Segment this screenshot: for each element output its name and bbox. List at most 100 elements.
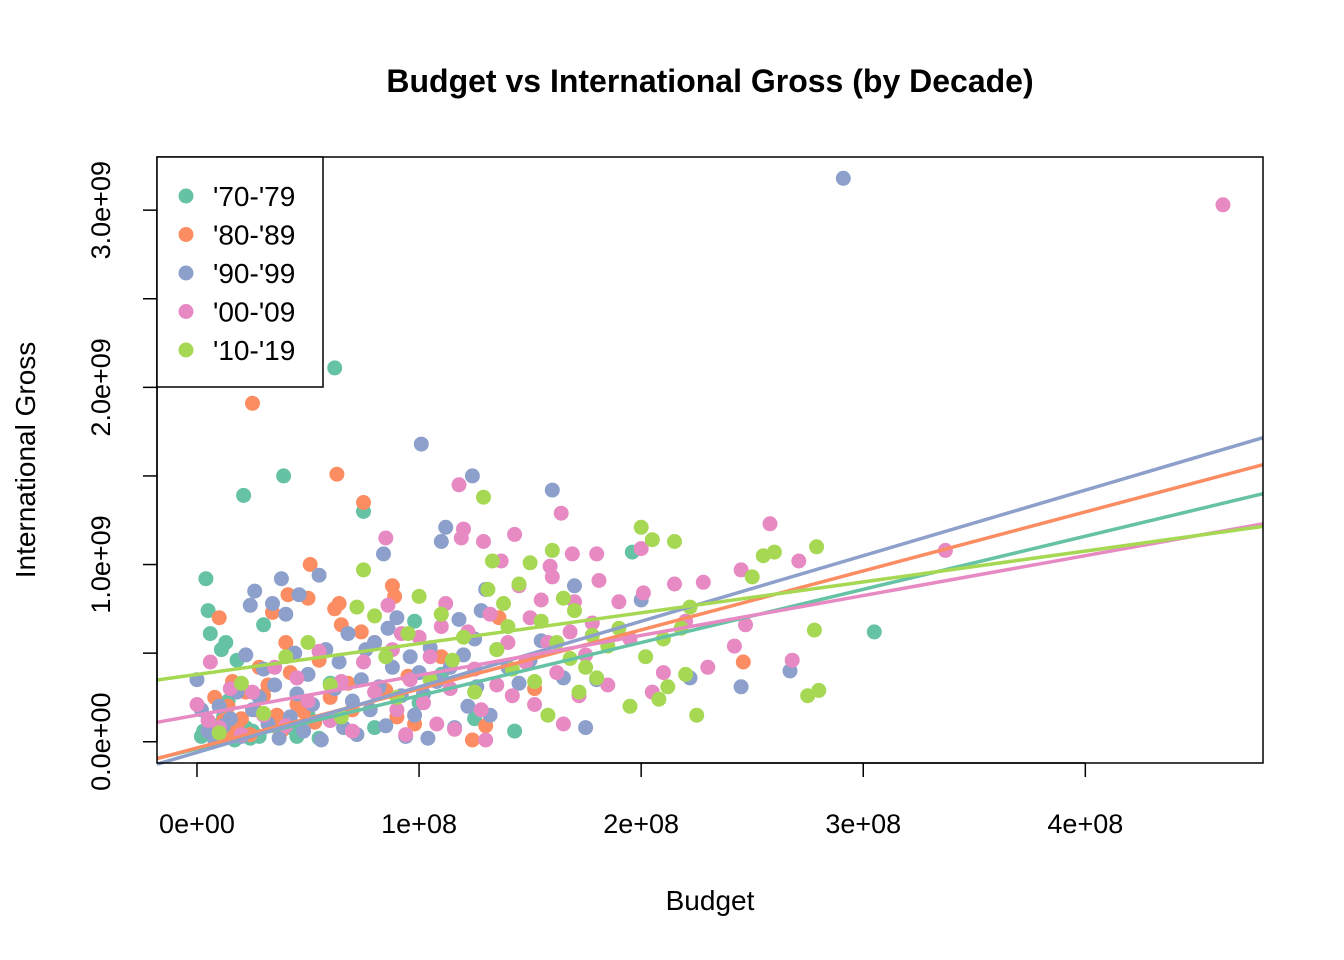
trend-line [156, 491, 1264, 761]
data-point [544, 569, 560, 585]
data-point [591, 573, 607, 588]
data-point [296, 723, 312, 739]
data-point [522, 555, 538, 571]
data-point [367, 684, 383, 700]
data-point [489, 642, 505, 658]
data-point [433, 619, 449, 635]
data-point [766, 544, 782, 560]
data-point [484, 553, 500, 569]
data-point [222, 711, 238, 727]
data-point [378, 718, 394, 734]
data-point [507, 723, 523, 739]
data-point [407, 707, 423, 723]
data-point [689, 707, 705, 723]
legend-label: '10-'19 [213, 335, 295, 366]
data-point [589, 546, 605, 562]
data-point [353, 624, 369, 640]
data-point [464, 732, 480, 748]
data-point [438, 519, 454, 535]
data-point [549, 665, 565, 681]
data-point [660, 679, 676, 695]
data-point [809, 539, 825, 555]
data-point [451, 612, 467, 627]
y-tick-label: 3.0e+09 [86, 161, 116, 259]
data-point [791, 553, 807, 569]
data-point [644, 532, 660, 548]
data-point [451, 477, 467, 493]
data-point [447, 721, 463, 737]
data-point [744, 569, 760, 585]
legend-marker [178, 188, 194, 204]
data-point [202, 626, 218, 642]
data-point [300, 635, 316, 650]
data-point [544, 482, 560, 498]
data-point [638, 649, 654, 665]
data-point [420, 730, 436, 746]
data-point [444, 652, 460, 668]
data-point [200, 713, 216, 728]
legend: '70-'79 '80-'89 '90-'99 '00-'09 '10-'19 [156, 156, 324, 388]
data-point [218, 635, 234, 650]
data-point [198, 571, 214, 587]
data-point [667, 534, 682, 549]
trend-line [156, 436, 1264, 766]
data-point [367, 635, 383, 650]
data-point [413, 436, 429, 452]
data-point [356, 654, 371, 670]
data-point [222, 681, 238, 697]
data-point [331, 654, 347, 670]
x-tick-label: 4e+08 [1047, 809, 1123, 839]
data-point [233, 675, 249, 691]
data-point [578, 720, 594, 736]
data-point [389, 702, 405, 718]
data-point [411, 588, 427, 604]
trend-layer [156, 436, 1264, 766]
data-point [655, 665, 671, 681]
data-point [735, 654, 751, 670]
data-point [422, 649, 438, 665]
data-point [533, 592, 549, 608]
data-point [611, 594, 627, 610]
data-point [866, 624, 882, 640]
data-point [695, 574, 711, 590]
data-point [527, 674, 543, 689]
data-point [278, 635, 294, 650]
data-point [478, 732, 494, 748]
data-point [242, 597, 258, 613]
data-point [504, 688, 520, 704]
y-tick-label: 0.0e+00 [86, 693, 116, 791]
data-point [291, 587, 307, 603]
data-point [211, 610, 227, 626]
data-point [378, 649, 394, 665]
data-point [356, 495, 371, 510]
data-point [398, 727, 414, 743]
trend-line [156, 524, 1264, 682]
data-point [407, 613, 423, 629]
data-point [527, 697, 543, 712]
legend-label: '00-'09 [213, 297, 295, 328]
data-point [273, 571, 289, 587]
x-tick-label: 1e+08 [381, 809, 457, 839]
data-point [733, 679, 749, 695]
data-point [762, 516, 778, 532]
data-point [567, 578, 582, 594]
data-point [380, 620, 396, 636]
data-point [600, 677, 616, 693]
data-point [667, 576, 682, 592]
data-point [376, 546, 391, 562]
trend-line [156, 522, 1264, 725]
data-point [589, 670, 605, 686]
data-point [236, 487, 252, 503]
data-point [202, 654, 218, 670]
x-tick-label: 0e+00 [159, 809, 235, 839]
data-point [500, 635, 516, 650]
data-point [271, 730, 287, 746]
data-point [433, 606, 449, 622]
data-point [555, 590, 571, 606]
data-point [367, 608, 383, 624]
data-point [496, 596, 511, 611]
data-point [467, 684, 483, 700]
data-point [389, 610, 405, 626]
data-point [245, 395, 260, 411]
